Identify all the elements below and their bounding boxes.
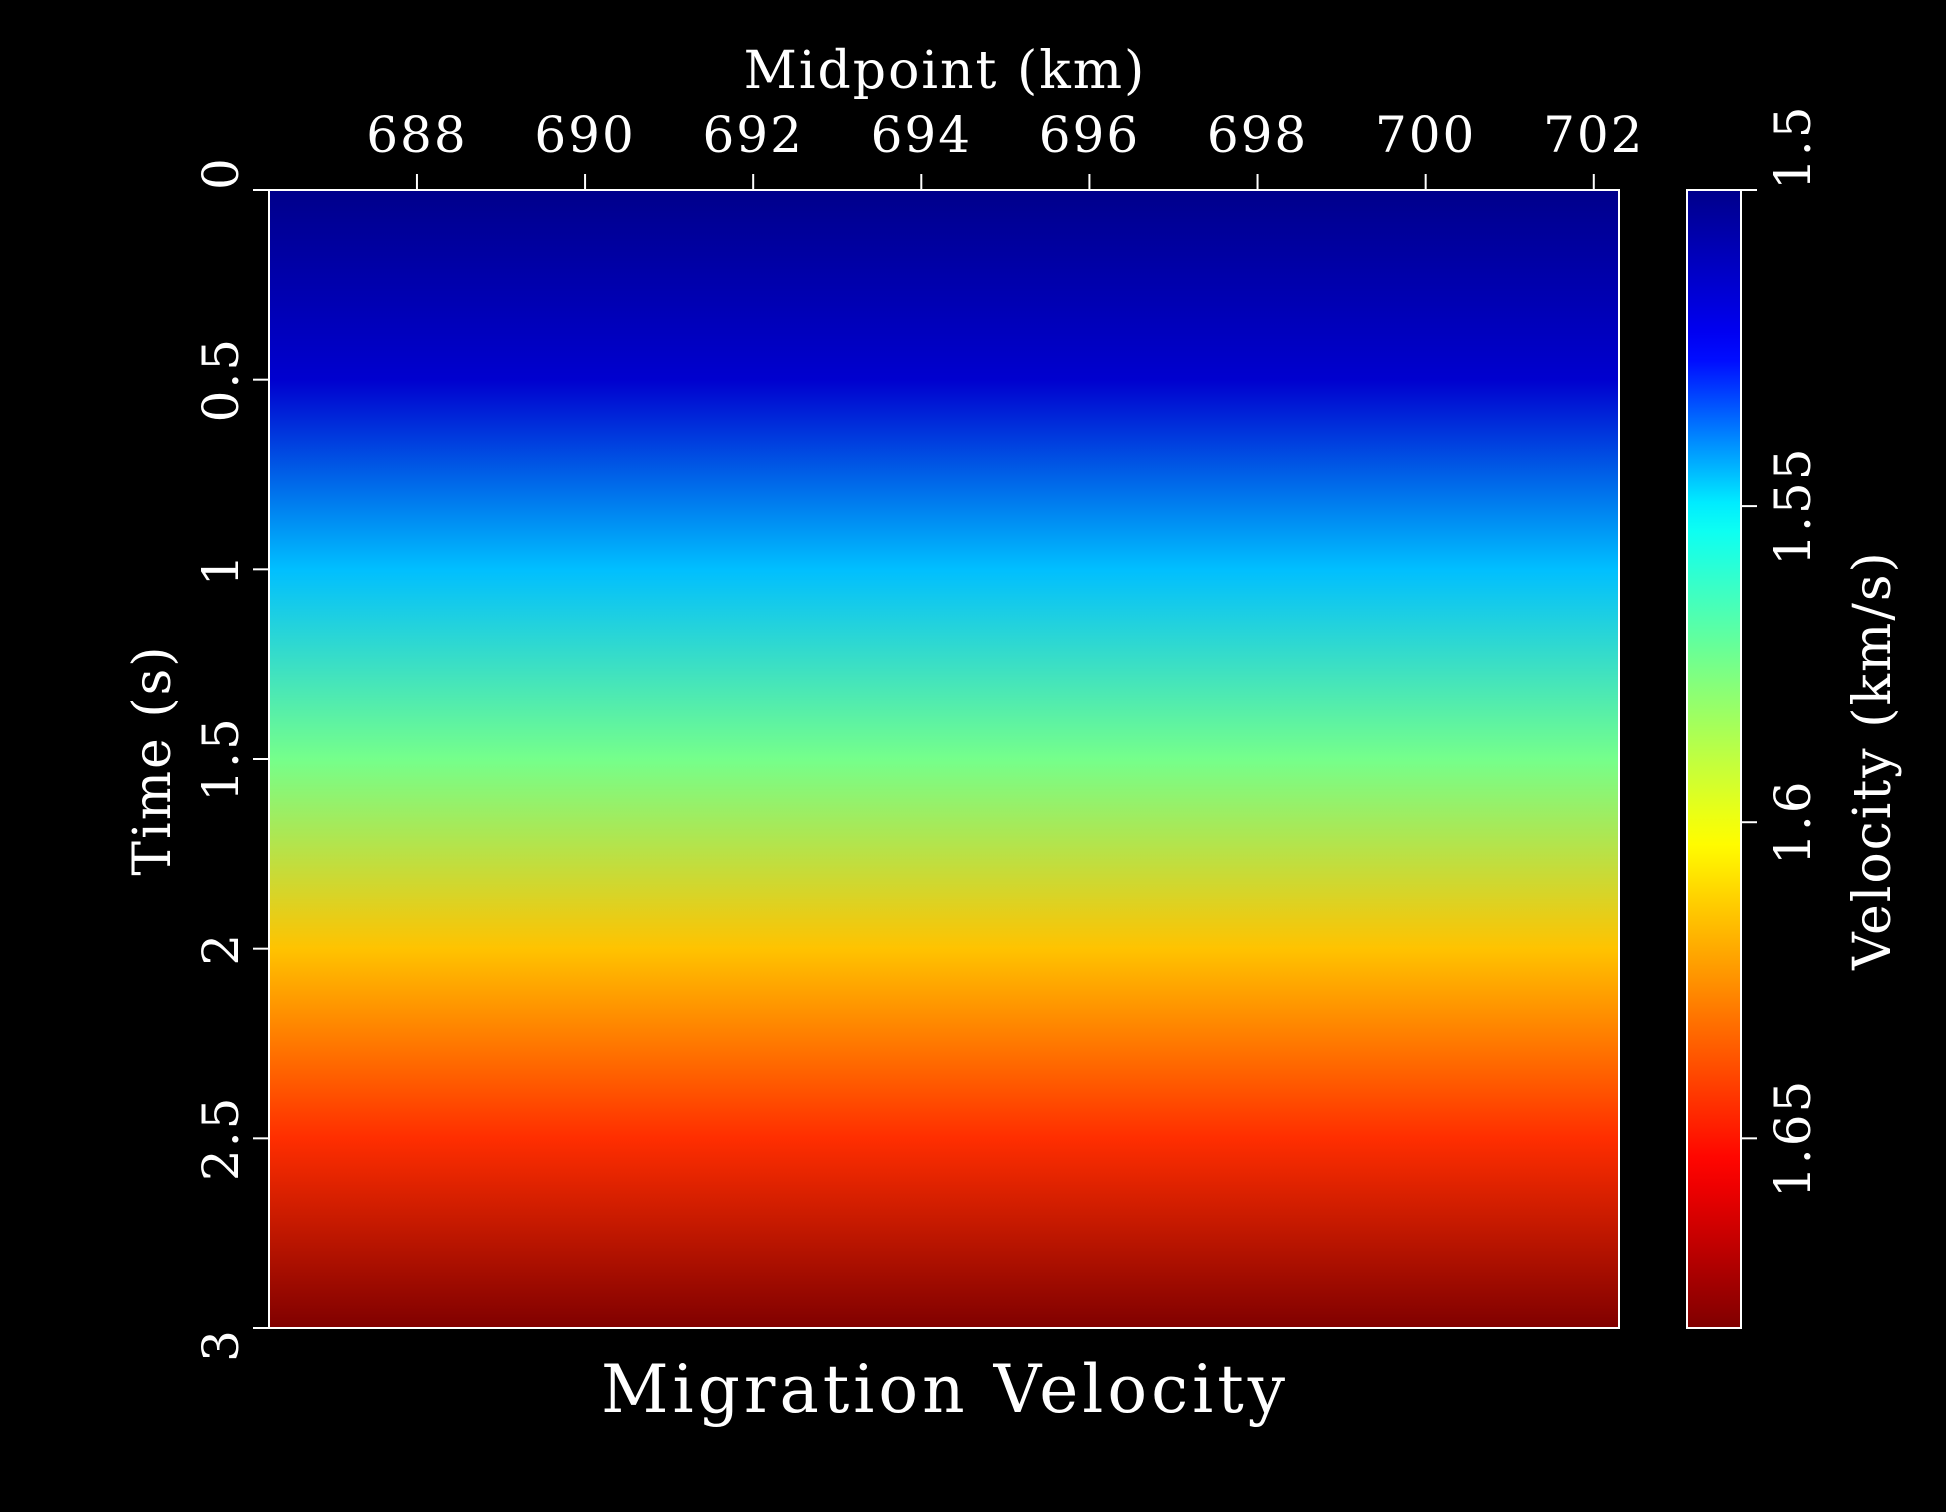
x-axis-ticks: 688 690 692 694 696 698 700 702 [366,106,1644,190]
colorbar-tick-label: 1.55 [1764,446,1822,565]
velocity-heatmap-panel [268,189,1620,1329]
colorbar-ticks: 1.5 1.55 1.6 1.65 [1741,104,1822,1198]
x-tick-label: 700 [1375,106,1476,164]
colorbar-tick-label: 1.5 [1764,104,1822,190]
colorbar-tick-label: 1.6 [1764,779,1822,865]
y-tick-label: 0 [192,156,250,190]
y-tick-label: 1.5 [192,716,250,802]
x-tick-label: 696 [1039,106,1140,164]
y-tick-label: 3 [192,1328,250,1362]
y-tick-label: 2 [192,932,250,966]
x-axis-label: Midpoint (km) [744,41,1147,101]
x-tick-label: 688 [366,106,467,164]
y-tick-label: 2.5 [192,1096,250,1182]
x-tick-label: 694 [871,106,972,164]
colorbar [1686,189,1742,1329]
colorbar-tick-label: 1.65 [1764,1079,1822,1198]
chart-title: Migration Velocity [601,1351,1289,1428]
y-tick-label: 0.5 [192,337,250,423]
x-tick-label: 690 [534,106,635,164]
y-axis-ticks: 0 0.5 1 1.5 2 2.5 3 [192,156,269,1362]
y-axis-label: Time (s) [123,644,183,875]
y-tick-label: 1 [192,552,250,586]
x-tick-label: 702 [1543,106,1644,164]
colorbar-label: Velocity (km/s) [1843,550,1903,971]
x-tick-label: 698 [1207,106,1308,164]
x-tick-label: 692 [702,106,803,164]
